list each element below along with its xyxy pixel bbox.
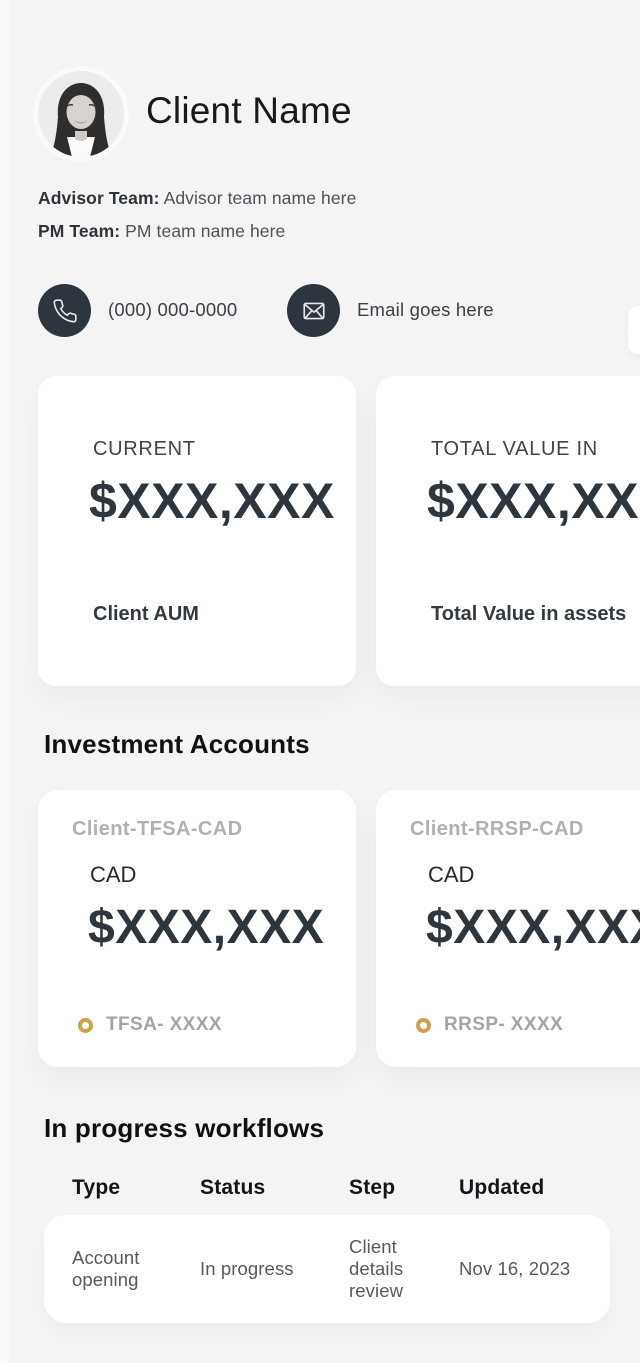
account-currency: CAD [428, 862, 475, 887]
investment-accounts-heading: Investment Accounts [44, 729, 310, 759]
workflow-status-cell: In progress [200, 1258, 294, 1280]
envelope-icon [302, 302, 325, 319]
account-tag-text: RRSP- XXXX [444, 1014, 564, 1035]
column-header-updated: Updated [459, 1176, 545, 1199]
account-value: $XXX,XXX [426, 901, 640, 954]
account-tag-row: RRSP- XXXX [416, 1014, 563, 1036]
email-text[interactable]: Email goes here [357, 299, 494, 320]
pm-team-line: PM Team: PM team name here [38, 221, 285, 242]
workflow-table-row[interactable]: Account opening In progress Client detai… [44, 1215, 610, 1323]
account-name: Client-TFSA-CAD [72, 818, 243, 840]
summary-card-total-value: TOTAL VALUE IN $XXX,XXX Total Value in a… [376, 376, 640, 686]
phone-number-text[interactable]: (000) 000-0000 [108, 299, 238, 320]
summary-card-value: $XXX,XXX [427, 473, 640, 529]
account-card-rrsp[interactable]: Client-RRSP-CAD CAD $XXX,XXX RRSP- XXXX [376, 790, 640, 1067]
page-title-client-name: Client Name [146, 90, 352, 131]
summary-card-label: CURRENT [93, 438, 196, 460]
avatar [38, 71, 124, 157]
workflow-type-cell: Account opening [72, 1247, 140, 1290]
email-button[interactable] [287, 284, 340, 337]
advisor-team-value: Advisor team name here [163, 188, 357, 208]
summary-card-caption: Client AUM [93, 603, 199, 625]
summary-cards-row: CURRENT $XXX,XXX Client AUM TOTAL VALUE … [38, 376, 640, 686]
pm-team-value: PM team name here [125, 221, 286, 241]
account-tag-text: TFSA- XXXX [106, 1014, 222, 1035]
phone-icon [52, 298, 77, 323]
workflows-table-header: Type Status Step Updated [72, 1176, 610, 1200]
ring-bullet-icon [416, 1017, 431, 1033]
workflow-step-cell: Client details review [349, 1236, 404, 1301]
account-currency: CAD [90, 862, 137, 887]
account-tag-row: TFSA- XXXX [78, 1014, 222, 1036]
workflows-heading: In progress workflows [44, 1113, 325, 1143]
column-header-step: Step [349, 1176, 396, 1199]
left-edge-strip [0, 0, 9, 1363]
workflow-updated-cell: Nov 16, 2023 [459, 1258, 571, 1280]
advisor-team-line: Advisor Team: Advisor team name here [38, 188, 356, 209]
pm-team-label: PM Team: [38, 221, 121, 241]
column-header-status: Status [200, 1176, 266, 1199]
summary-card-value: $XXX,XXX [89, 473, 335, 529]
column-header-type: Type [72, 1176, 121, 1199]
ring-bullet-icon [78, 1017, 93, 1033]
account-name: Client-RRSP-CAD [410, 818, 584, 840]
advisor-team-label: Advisor Team: [38, 188, 160, 208]
summary-card-current: CURRENT $XXX,XXX Client AUM [38, 376, 356, 686]
right-edge-card-peek [628, 306, 640, 354]
accounts-row: Client-TFSA-CAD CAD $XXX,XXX TFSA- XXXX … [38, 790, 640, 1067]
account-card-tfsa[interactable]: Client-TFSA-CAD CAD $XXX,XXX TFSA- XXXX [38, 790, 356, 1067]
account-value: $XXX,XXX [88, 901, 325, 954]
summary-card-label: TOTAL VALUE IN [431, 438, 598, 460]
summary-card-caption: Total Value in assets [431, 603, 627, 625]
phone-button[interactable] [38, 284, 91, 337]
client-avatar-photo [38, 71, 124, 157]
